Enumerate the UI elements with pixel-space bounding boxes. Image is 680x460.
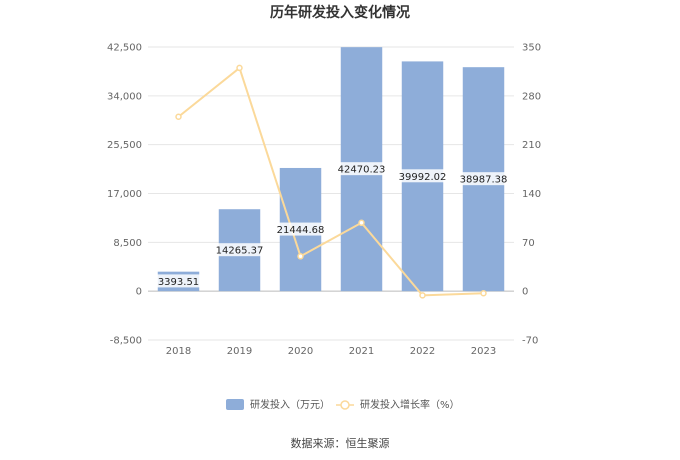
data-label-bg bbox=[212, 243, 267, 257]
data-labels: 3393.51 14265.37 21444.68 42470.23 39992.02 3… bbox=[154, 162, 511, 288]
line-point bbox=[297, 253, 304, 260]
x-tick-label: 2018 bbox=[166, 346, 191, 357]
legend: 研发投入（万元） 研发投入增长率（%） bbox=[226, 398, 460, 411]
x-tick-label: 2020 bbox=[288, 346, 313, 357]
data-label: 3393.51 bbox=[158, 277, 199, 288]
grid-lines bbox=[148, 46, 514, 341]
data-label-bg bbox=[334, 162, 389, 176]
line-point bbox=[480, 290, 487, 297]
legend-swatch-marker bbox=[340, 400, 350, 410]
legend-label-bar: 研发投入（万元） bbox=[250, 398, 330, 411]
data-label-bg bbox=[456, 172, 511, 186]
y-right-tick-label: 0 bbox=[522, 287, 528, 298]
data-label: 39992.02 bbox=[399, 172, 447, 183]
y-left-tick-label: 0 bbox=[136, 287, 142, 298]
y-right-tick-label: 350 bbox=[522, 43, 541, 54]
y-right-tick-label: 280 bbox=[522, 91, 541, 102]
y-axis-left: 42,500 34,000 25,500 17,000 8,500 0 -8,500 bbox=[107, 43, 142, 347]
y-right-tick-label: -70 bbox=[522, 336, 538, 347]
line-point bbox=[175, 113, 182, 121]
y-left-tick-label: 25,500 bbox=[107, 140, 142, 151]
data-label-bg bbox=[154, 274, 203, 288]
y-axis-right: 350 280 210 140 70 0 -70 bbox=[522, 43, 541, 347]
y-left-tick-label: -8,500 bbox=[110, 336, 142, 347]
data-label: 14265.37 bbox=[216, 246, 264, 257]
y-left-tick-label: 42,500 bbox=[107, 43, 142, 54]
legend-swatch-bar bbox=[226, 399, 244, 410]
x-tick-label: 2021 bbox=[349, 346, 374, 357]
data-label-bg bbox=[273, 222, 328, 236]
growth-line bbox=[177, 66, 484, 297]
line-series bbox=[175, 64, 487, 299]
line-point bbox=[419, 292, 426, 299]
bar-series bbox=[157, 47, 505, 292]
line-point bbox=[358, 219, 365, 227]
y-right-tick-label: 210 bbox=[522, 140, 541, 151]
y-left-tick-label: 34,000 bbox=[107, 91, 142, 102]
x-tick-label: 2019 bbox=[227, 346, 252, 357]
chart-title: 历年研发投入变化情况 bbox=[270, 4, 410, 21]
y-right-tick-label: 140 bbox=[522, 189, 541, 200]
data-label: 38987.38 bbox=[460, 175, 508, 186]
legend-label-line: 研发投入增长率（%） bbox=[360, 398, 460, 411]
y-left-tick-label: 8,500 bbox=[113, 238, 142, 249]
y-left-tick-label: 17,000 bbox=[107, 189, 142, 200]
x-axis: 2018 2019 2020 2021 2022 2023 bbox=[166, 346, 496, 357]
data-label: 21444.68 bbox=[277, 225, 325, 236]
data-label-bg bbox=[395, 169, 450, 183]
y-right-tick-label: 70 bbox=[522, 238, 535, 249]
line-point bbox=[236, 64, 243, 72]
data-label: 42470.23 bbox=[338, 165, 386, 176]
x-tick-label: 2022 bbox=[410, 346, 435, 357]
source-note: 数据来源：恒生聚源 bbox=[291, 436, 390, 450]
x-tick-label: 2023 bbox=[471, 346, 496, 357]
